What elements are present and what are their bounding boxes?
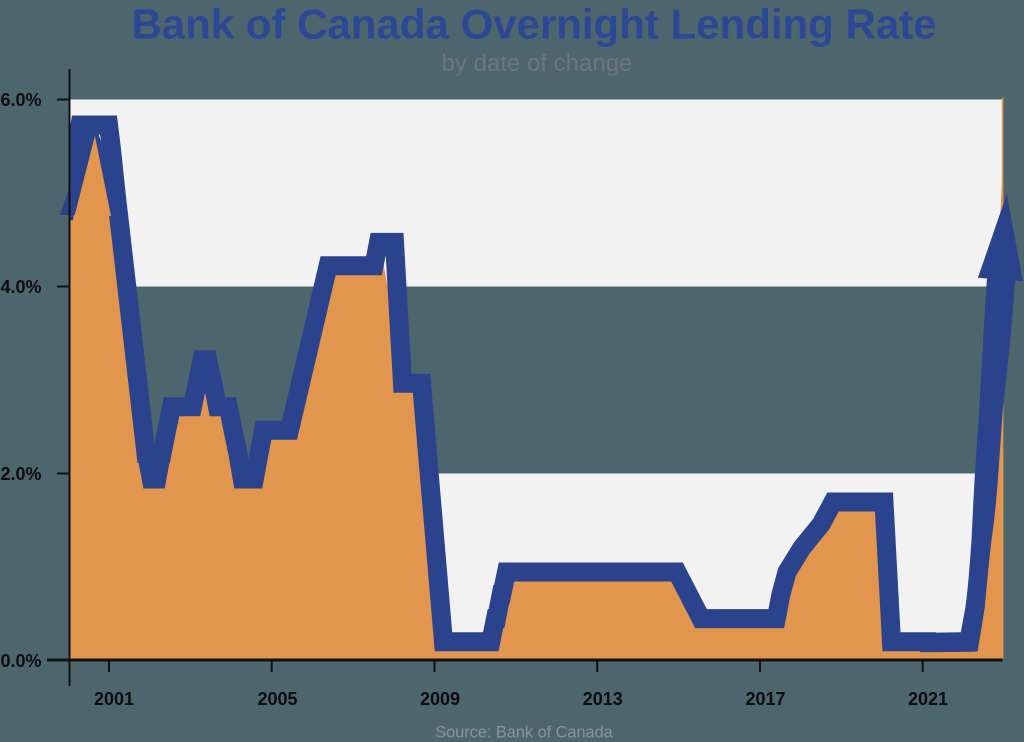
svg-text:6.0%: 6.0% (0, 90, 41, 110)
svg-text:2.0%: 2.0% (0, 464, 41, 484)
svg-text:2009: 2009 (420, 689, 460, 709)
svg-text:Source: Bank of Canada: Source: Bank of Canada (435, 724, 613, 742)
svg-text:2001: 2001 (94, 689, 134, 709)
svg-text:2013: 2013 (583, 689, 623, 709)
svg-text:2021: 2021 (908, 689, 948, 709)
svg-text:4.0%: 4.0% (0, 277, 41, 297)
svg-text:Bank of Canada Overnight Lendi: Bank of Canada Overnight Lending Rate (131, 1, 936, 48)
svg-text:2005: 2005 (257, 689, 297, 709)
svg-text:by date of change: by date of change (442, 50, 633, 77)
svg-text:0.0%: 0.0% (0, 651, 41, 671)
svg-text:2017: 2017 (745, 689, 785, 709)
